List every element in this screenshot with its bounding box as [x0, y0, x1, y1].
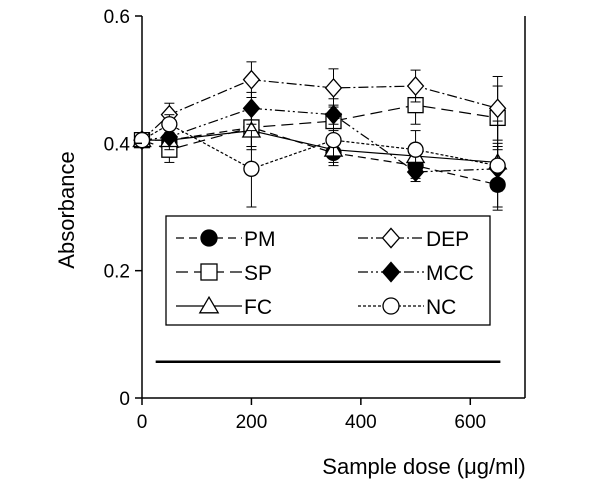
- legend-label-nc: NC: [426, 296, 456, 319]
- series-line-mcc: [141, 107, 498, 173]
- legend-label-sp: SP: [244, 262, 272, 285]
- data-point-nc: [161, 116, 178, 133]
- plot-frame: [141, 16, 526, 399]
- legend-label-dep: DEP: [426, 228, 469, 251]
- x-tick-label: 0: [137, 412, 148, 433]
- y-tick-label: 0.2: [104, 262, 130, 283]
- series-nc: [133, 114, 506, 211]
- data-point-mcc: [406, 161, 425, 182]
- legend-marker-nc: [382, 297, 400, 315]
- legend-marker-fc: [198, 295, 220, 314]
- legend-marker-pm: [200, 229, 218, 247]
- legend: PM SP FC DEP MCC NC: [165, 215, 491, 326]
- y-tick-label: 0.4: [104, 134, 131, 155]
- legend-marker-mcc: [381, 261, 401, 283]
- x-tick-label: 600: [454, 412, 486, 433]
- data-point-mcc: [242, 98, 261, 119]
- legend-box: [165, 215, 491, 326]
- data-point-dep: [324, 77, 343, 98]
- data-point-nc: [325, 131, 342, 149]
- x-axis-title: Sample dose (μg/ml): [322, 454, 525, 479]
- series-mcc: [133, 91, 507, 192]
- legend-label-fc: FC: [244, 296, 272, 319]
- legend-marker-sp: [200, 263, 218, 281]
- legend-label-pm: PM: [244, 228, 276, 251]
- series-line-pm: [142, 126, 498, 186]
- data-point-nc: [407, 141, 424, 158]
- y-tick-label: 0.6: [104, 7, 130, 28]
- data-point-nc: [133, 131, 151, 149]
- legend-label-mcc: MCC: [426, 262, 474, 285]
- x-tick-label: 400: [345, 412, 377, 433]
- data-point-dep: [488, 98, 507, 119]
- series-line-fc: [142, 129, 498, 164]
- y-tick-label: 0: [119, 389, 130, 410]
- data-point-mcc: [160, 126, 179, 147]
- data-point-dep: [242, 69, 261, 90]
- y-axis-title: Absorbance: [54, 151, 79, 268]
- series-dep: [133, 61, 507, 151]
- series-pm: [133, 107, 506, 208]
- series-layer: [132, 61, 508, 211]
- axes-layer: 0 0.2 0.4 0.6 0 200 400 600: [104, 7, 487, 433]
- series-sp: [133, 85, 506, 163]
- data-point-nc: [243, 160, 260, 177]
- data-point-nc: [489, 157, 506, 174]
- data-point-mcc: [324, 104, 343, 125]
- legend-marker-dep: [381, 227, 401, 249]
- x-tick-label: 200: [236, 412, 268, 433]
- data-point-dep: [406, 76, 425, 97]
